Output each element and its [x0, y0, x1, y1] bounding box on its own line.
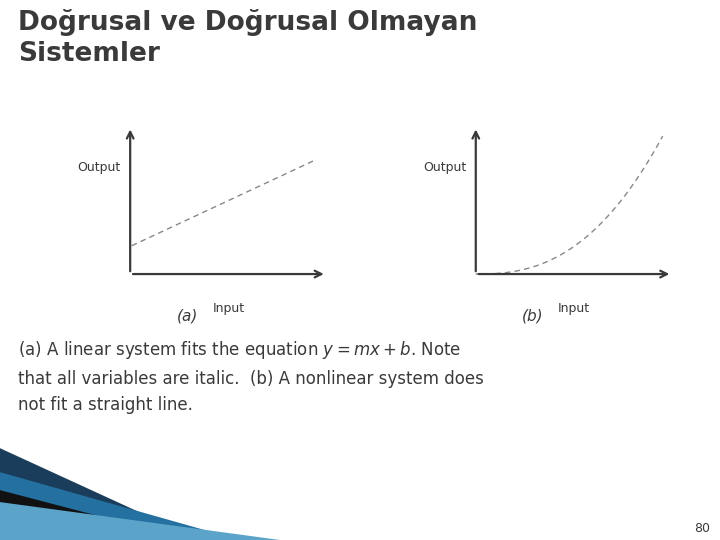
Text: (a) A linear system fits the equation $y = mx + b$. Note
that all variables are : (a) A linear system fits the equation $y…: [18, 339, 484, 414]
Text: Doğrusal ve Doğrusal Olmayan
Sistemler: Doğrusal ve Doğrusal Olmayan Sistemler: [18, 9, 477, 66]
Text: Input: Input: [558, 302, 590, 315]
Polygon shape: [0, 502, 280, 540]
Text: (b): (b): [522, 308, 544, 323]
Polygon shape: [0, 448, 200, 540]
Text: (a): (a): [176, 308, 198, 323]
Text: Output: Output: [423, 161, 467, 174]
Text: Output: Output: [78, 161, 121, 174]
Text: 80: 80: [694, 522, 710, 535]
Polygon shape: [0, 472, 240, 540]
Text: Input: Input: [212, 302, 245, 315]
Polygon shape: [0, 490, 190, 540]
